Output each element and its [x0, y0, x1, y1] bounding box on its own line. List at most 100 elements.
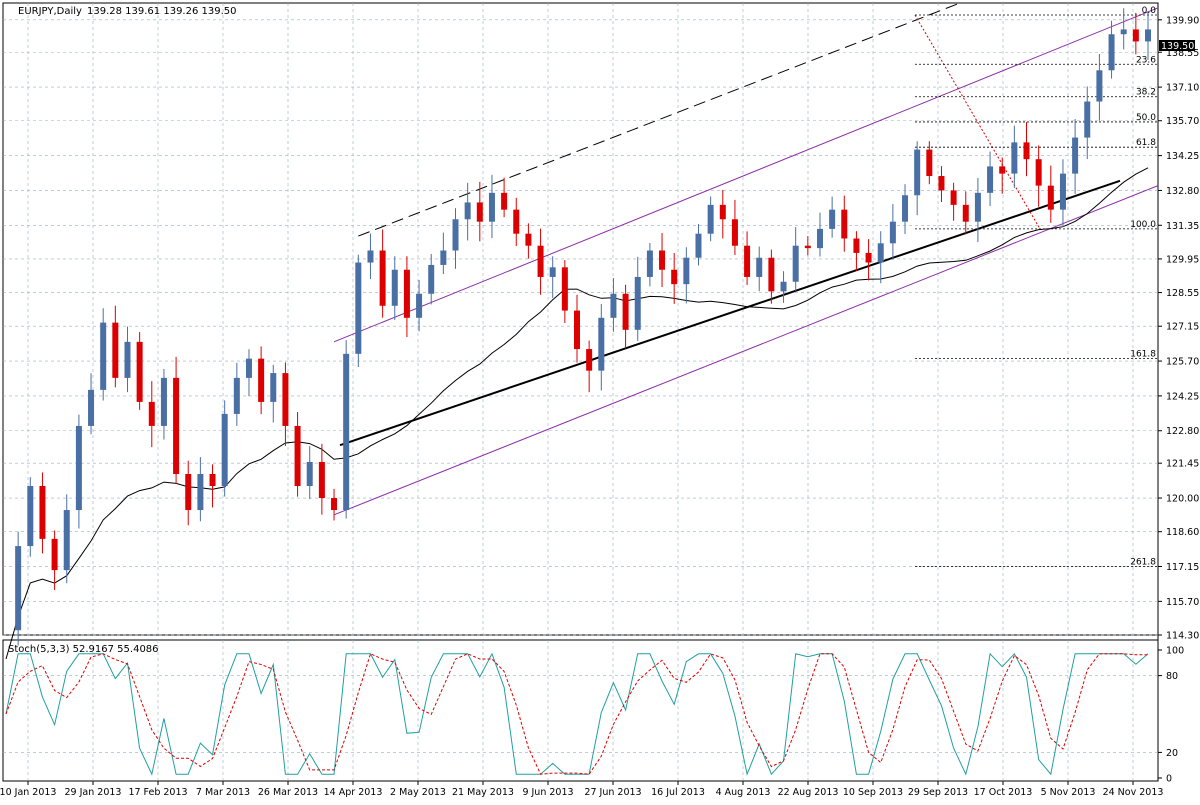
- price-tick-label: 127.15: [1166, 322, 1199, 333]
- candle-body: [294, 425, 301, 487]
- date-tick-label: 17 Feb 2013: [128, 787, 187, 798]
- candle-body: [197, 473, 204, 511]
- candle-body: [683, 257, 690, 285]
- price-tick-label: 114.30: [1166, 631, 1199, 642]
- price-tick-label: 124.25: [1166, 391, 1199, 402]
- candle-body: [1084, 101, 1091, 138]
- stoch-tick-label: 80: [1166, 671, 1178, 682]
- fib-anchor-line: [914, 14, 1041, 230]
- date-tick-label: 16 Jul 2013: [651, 787, 705, 798]
- main-panel-frame: [2, 2, 1159, 636]
- candle-body: [926, 149, 933, 177]
- candle-body: [841, 209, 848, 239]
- candle-body: [331, 498, 338, 511]
- stoch-tick-label: 100: [1166, 646, 1184, 657]
- price-tick-label: 135.70: [1166, 116, 1199, 127]
- date-tick-label: 27 Jun 2013: [584, 787, 641, 798]
- candle-body: [962, 204, 969, 222]
- price-tick-label: 131.35: [1166, 221, 1199, 232]
- candle-body: [659, 250, 666, 270]
- price-tick-label: 138.55: [1166, 48, 1199, 59]
- price-tick-label: 125.70: [1166, 357, 1199, 368]
- stoch-label: Stoch(5,3,3) 52.9167 55.4086: [8, 644, 159, 655]
- chart-symbol-label: EURJPY,Daily: [18, 6, 82, 17]
- date-tick-label: 26 Mar 2013: [258, 787, 318, 798]
- candle-body: [1035, 159, 1042, 186]
- candle-body: [464, 202, 471, 220]
- fib-level-label: 0.0: [1142, 6, 1157, 16]
- date-tick-label: 29 Jan 2013: [65, 787, 122, 798]
- candle-body: [39, 486, 46, 539]
- price-tick-label: 128.55: [1166, 288, 1199, 299]
- candle-body: [574, 310, 580, 350]
- candle-body: [245, 358, 252, 378]
- stoch-tick-label: 20: [1166, 748, 1178, 759]
- date-tick-label: 14 Apr 2013: [324, 787, 383, 798]
- candle-body: [221, 413, 228, 487]
- candle-body: [865, 252, 872, 263]
- candle-body: [950, 190, 957, 205]
- candle-body: [148, 401, 155, 426]
- candle-body: [270, 373, 277, 402]
- candle-body: [902, 195, 909, 222]
- candle-body: [100, 322, 107, 390]
- candle-body: [88, 389, 95, 426]
- candle-body: [768, 257, 775, 292]
- fib-level-label: 38.2: [1136, 88, 1156, 98]
- price-tick-label: 129.95: [1166, 254, 1199, 265]
- price-tick-label: 121.45: [1166, 459, 1199, 470]
- fib-level-label: 23.6: [1136, 55, 1156, 65]
- candle-body: [379, 250, 386, 306]
- candle-body: [1047, 185, 1054, 210]
- candle-body: [185, 473, 192, 511]
- candle-body: [586, 349, 593, 371]
- stoch-panel-frame: [2, 639, 1159, 782]
- candle-body: [416, 293, 423, 318]
- candle-body: [877, 243, 884, 263]
- fib-level-label: 61.8: [1136, 138, 1156, 148]
- candle-body: [306, 461, 313, 487]
- candle-body: [75, 425, 82, 511]
- current-price-tag: 139.50: [1161, 41, 1194, 52]
- candle-body: [792, 245, 799, 282]
- date-tick-label: 10 Jan 2013: [0, 787, 56, 798]
- candle-body: [501, 192, 508, 210]
- channel-lower-line: [333, 185, 1159, 516]
- candle-body: [707, 204, 714, 234]
- candle-body: [476, 202, 483, 222]
- candle-body: [452, 219, 459, 251]
- candle-body: [209, 473, 216, 487]
- support-trendline: [339, 179, 1121, 447]
- candle-body: [428, 264, 435, 294]
- candle-body: [889, 221, 896, 244]
- candle-body: [829, 209, 836, 229]
- price-tick-label: 118.60: [1166, 527, 1199, 538]
- fib-level-label: 100.0: [1130, 220, 1156, 230]
- date-tick-label: 2 May 2013: [390, 787, 446, 798]
- price-tick-label: 117.15: [1166, 562, 1199, 573]
- current-price-tag-box: [1159, 40, 1195, 51]
- candle-body: [695, 233, 702, 258]
- date-tick-label: 21 May 2013: [452, 787, 514, 798]
- date-tick-label: 7 Mar 2013: [196, 787, 250, 798]
- candle-body: [1096, 70, 1103, 102]
- candle-body: [914, 149, 921, 196]
- candle-body: [634, 276, 641, 330]
- moving-average-line: [5, 167, 1149, 660]
- fib-level-label: 50.0: [1136, 113, 1156, 123]
- candle-body: [1059, 173, 1066, 210]
- price-tick-label: 120.00: [1166, 494, 1199, 505]
- candle-body: [938, 176, 945, 191]
- candle-body: [27, 486, 34, 547]
- candle-body: [1011, 142, 1018, 174]
- candle-body: [549, 267, 556, 277]
- candle-body: [391, 269, 398, 306]
- date-tick-label: 17 Oct 2013: [974, 787, 1033, 798]
- date-tick-label: 10 Sep 2013: [843, 787, 903, 798]
- candle-body: [112, 322, 119, 378]
- candle-body: [160, 377, 167, 426]
- date-tick-label: 4 Aug 2013: [716, 787, 771, 798]
- candle-body: [804, 245, 811, 249]
- price-tick-label: 132.80: [1166, 186, 1199, 197]
